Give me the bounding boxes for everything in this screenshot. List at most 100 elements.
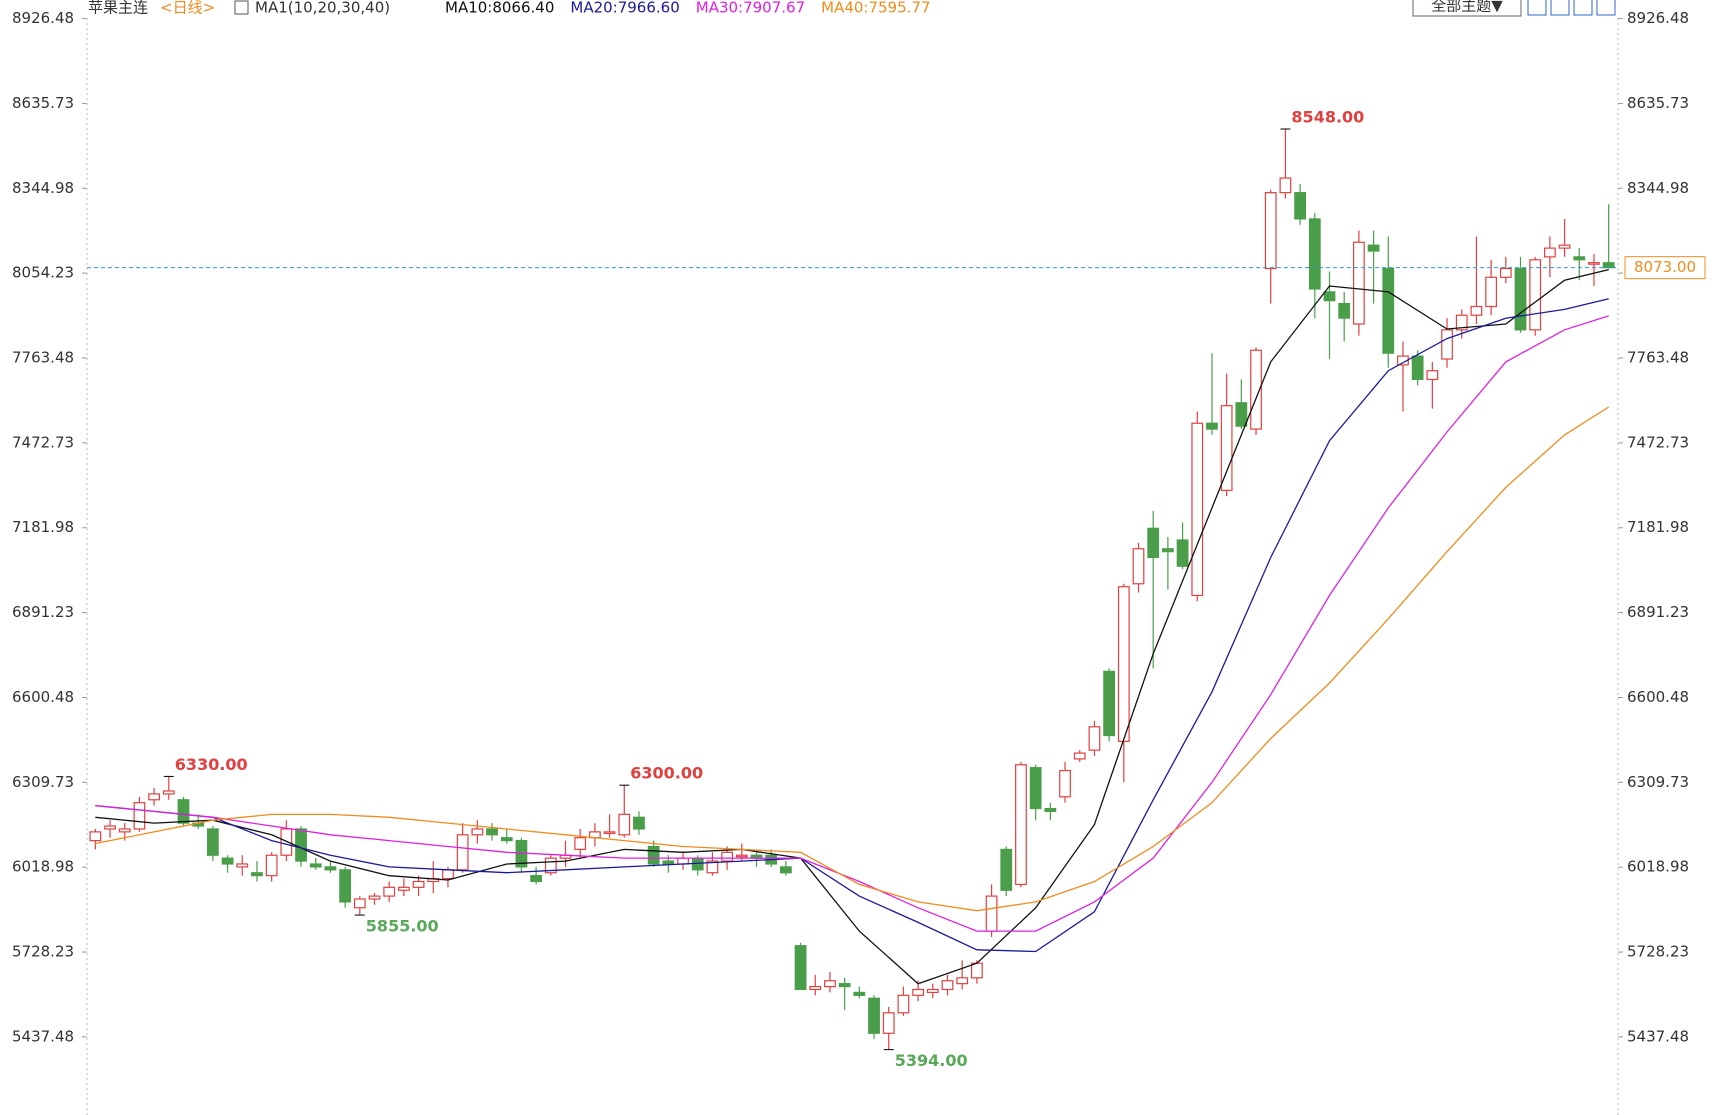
y-tick-label-right: 8635.73: [1627, 94, 1689, 112]
candle-body: [1264, 192, 1277, 270]
tool-icon[interactable]: [1573, 0, 1593, 16]
candle-body: [970, 962, 983, 979]
candle-body: [1220, 405, 1233, 491]
candle-body: [1308, 218, 1321, 290]
y-tick-label-right: 8926.48: [1627, 9, 1689, 27]
candle-body: [897, 994, 910, 1014]
tool-icon[interactable]: [1550, 0, 1570, 16]
y-tick-label-right: 7181.98: [1627, 518, 1689, 536]
candle-body: [353, 898, 366, 909]
candle-body: [1059, 769, 1071, 798]
theme-button-label[interactable]: 全部主题▼: [1431, 0, 1503, 15]
candle-body: [809, 985, 822, 991]
candle-body: [779, 866, 792, 874]
annotation-label: 5394.00: [895, 1051, 968, 1070]
candle-body: [1294, 192, 1307, 220]
candle-body: [1441, 329, 1453, 360]
candle-body: [838, 983, 851, 988]
theme-button[interactable]: [1412, 0, 1522, 17]
y-tick-label: 5437.48: [12, 1027, 74, 1045]
candle-body: [1588, 262, 1600, 265]
y-tick-label-right: 7763.48: [1627, 349, 1689, 367]
candle-body: [89, 831, 102, 842]
candle-body: [677, 857, 689, 865]
candle-body: [1279, 177, 1292, 194]
candle-body: [206, 828, 219, 856]
candle-body: [265, 854, 278, 877]
candle-body: [456, 834, 469, 871]
candle-body: [295, 828, 307, 862]
ma-line: [95, 406, 1610, 912]
candle-body: [1352, 241, 1365, 325]
candle-body: [1455, 314, 1468, 331]
y-tick-label: 6018.98: [12, 858, 74, 876]
last-price-label: 8073.00: [1634, 258, 1696, 276]
candle-body: [280, 828, 293, 856]
y-tick-label-right: 6600.48: [1627, 688, 1689, 706]
candle-body: [647, 845, 660, 865]
candle-body: [1147, 527, 1160, 559]
legend-entry: MA40:7595.77: [821, 0, 930, 17]
candle-body: [853, 991, 866, 996]
candle-body: [794, 945, 807, 991]
candle-body: [368, 895, 381, 900]
candle-body: [383, 886, 396, 897]
candle-body: [735, 854, 748, 858]
candle-body: [1573, 256, 1586, 261]
tool-icon[interactable]: [1596, 0, 1616, 16]
candle-body: [1000, 848, 1013, 891]
annotation-label: 6300.00: [630, 764, 703, 783]
annotation-label: 8548.00: [1291, 108, 1364, 127]
candle-body: [530, 875, 543, 883]
y-tick-label: 6309.73: [12, 773, 74, 791]
candle-body: [1161, 548, 1174, 553]
tool-icon[interactable]: [1527, 0, 1547, 16]
candle-body: [1250, 349, 1262, 430]
y-tick-label: 8344.98: [12, 179, 74, 197]
candle-body: [706, 860, 719, 874]
y-tick-label: 7181.98: [12, 518, 74, 536]
candle-body: [1543, 247, 1556, 258]
candle-body: [148, 793, 161, 801]
y-tick-label: 8054.23: [12, 264, 74, 282]
candle-body: [397, 886, 410, 891]
candle-body: [868, 997, 880, 1034]
candle-body: [339, 869, 352, 903]
candle-body: [221, 857, 234, 865]
candle-body: [1029, 767, 1042, 810]
candle-body: [251, 872, 263, 877]
candle-body: [926, 988, 939, 994]
candle-body: [104, 825, 116, 830]
candle-body: [1191, 422, 1204, 597]
candle-body: [1485, 276, 1498, 308]
legend-entry: MA30:7907.67: [696, 0, 805, 17]
y-tick-label-right: 6018.98: [1627, 858, 1689, 876]
y-tick-label: 6600.48: [12, 688, 74, 706]
candle-body: [1323, 291, 1336, 302]
y-tick-label: 5728.23: [12, 943, 74, 961]
candle-body: [1602, 262, 1615, 269]
candle-body: [574, 837, 587, 850]
y-tick-label-right: 5437.48: [1627, 1027, 1689, 1045]
candle-body: [1338, 302, 1351, 319]
candle-body: [882, 1012, 895, 1034]
candle-body: [721, 851, 734, 862]
candle-body: [544, 857, 557, 874]
candle-body: [162, 790, 175, 795]
y-tick-label: 7763.48: [12, 349, 74, 367]
indicator-icon[interactable]: [234, 0, 249, 15]
ma-line: [95, 298, 1609, 953]
candle-body: [912, 988, 925, 996]
candle-body: [1176, 539, 1189, 567]
candle-body: [1235, 402, 1248, 427]
annotation-label: 6330.00: [175, 755, 248, 774]
candle-body: [1514, 267, 1527, 331]
y-tick-label-right: 8344.98: [1627, 179, 1689, 197]
candle-body: [1558, 244, 1571, 249]
candle-body: [1015, 764, 1027, 886]
candle-body: [1499, 267, 1512, 278]
legend-entry: MA10:8066.40: [445, 0, 554, 17]
